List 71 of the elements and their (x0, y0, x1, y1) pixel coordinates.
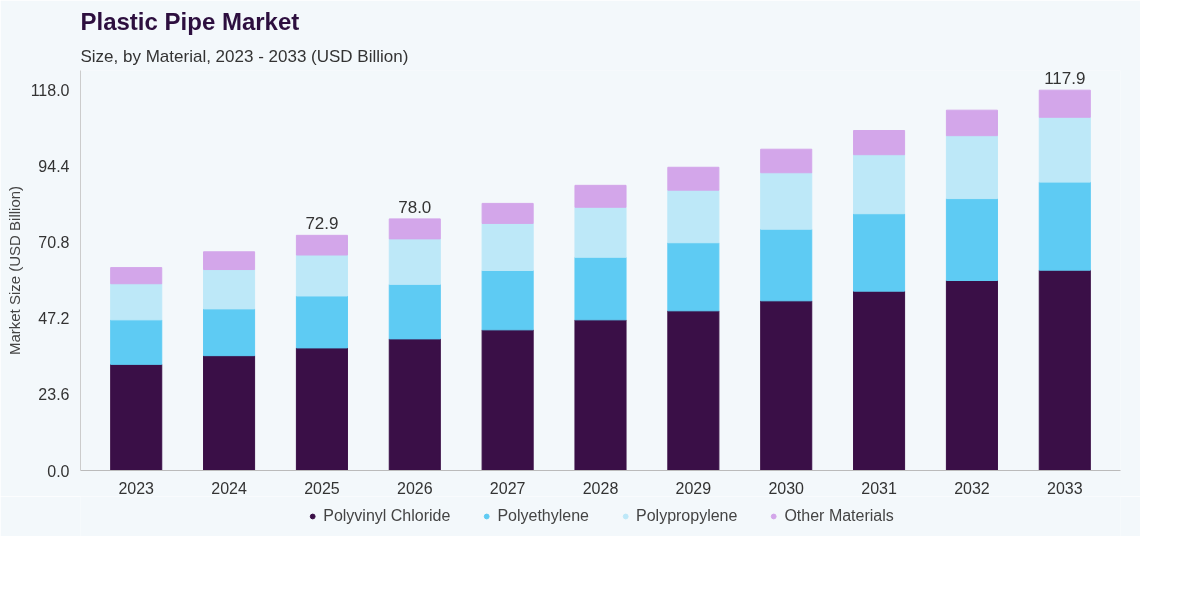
legend-label: Polyvinyl Chloride (323, 507, 451, 525)
x-tick-label: 2025 (304, 479, 340, 497)
bar (110, 267, 163, 285)
bar (481, 329, 534, 471)
bar (853, 213, 906, 292)
bar (574, 206, 627, 258)
x-tick-label: 2033 (1046, 479, 1083, 497)
bar (1038, 116, 1091, 183)
bar (574, 184, 627, 208)
bar (667, 189, 720, 244)
bar (574, 319, 627, 471)
bar (203, 251, 256, 271)
total-label: 72.9 (305, 214, 339, 234)
y-tick-label: 94.4 (38, 157, 70, 175)
bar (853, 154, 906, 215)
bar (481, 270, 534, 331)
legend-label: Polypropylene (636, 507, 738, 525)
x-tick-label: 2027 (489, 479, 526, 497)
x-tick-label: 2023 (118, 479, 155, 497)
bar (203, 308, 256, 357)
legend-label: Other Materials (784, 507, 894, 525)
bar (574, 256, 627, 321)
x-tick-label: 2029 (675, 479, 712, 497)
total-label: 78.0 (398, 197, 432, 217)
y-tick-label: 23.6 (38, 386, 70, 404)
bar (760, 148, 813, 174)
chart-title: Plastic Pipe Market (80, 7, 300, 35)
x-tick-label: 2026 (396, 479, 433, 497)
bar (945, 135, 998, 200)
x-tick-label: 2028 (582, 479, 619, 497)
bar (203, 269, 256, 310)
bar (945, 109, 998, 137)
bar (388, 238, 441, 285)
x-tick-label: 2032 (954, 479, 990, 497)
bar (1038, 181, 1091, 271)
y-tick-label: 0.0 (47, 462, 70, 480)
total-label: 117.9 (1044, 69, 1086, 89)
bar (945, 280, 998, 471)
bar (110, 283, 163, 321)
x-tick-label: 2031 (861, 479, 897, 497)
x-tick-label: 2030 (768, 479, 805, 497)
bar (110, 363, 163, 471)
bar (1038, 89, 1091, 118)
bar (760, 172, 813, 230)
bar (853, 290, 906, 471)
y-tick-label: 118.0 (30, 81, 70, 99)
chart-subtitle: Size, by Material, 2023 - 2033 (USD Billion) (80, 46, 409, 66)
bar (667, 242, 720, 312)
bar (388, 218, 441, 240)
bar (853, 130, 906, 156)
bar (203, 355, 256, 471)
y-axis-title: Market Size (USD Billion) (5, 185, 23, 356)
bar (388, 283, 441, 340)
bar (295, 347, 348, 471)
bar (481, 222, 534, 271)
bar (388, 338, 441, 471)
bar (1038, 269, 1091, 471)
bar (295, 295, 348, 349)
y-tick-label: 47.2 (38, 310, 70, 328)
bar (760, 300, 813, 471)
y-tick-label: 70.8 (38, 234, 70, 252)
bar (667, 166, 720, 191)
bar (945, 198, 998, 281)
bar (667, 310, 720, 471)
bar (481, 202, 534, 224)
bar (295, 254, 348, 297)
bar (760, 228, 813, 302)
bar (295, 234, 348, 256)
x-tick-label: 2024 (211, 479, 247, 497)
legend-label: Polyethylene (497, 507, 590, 525)
bar (110, 319, 163, 365)
